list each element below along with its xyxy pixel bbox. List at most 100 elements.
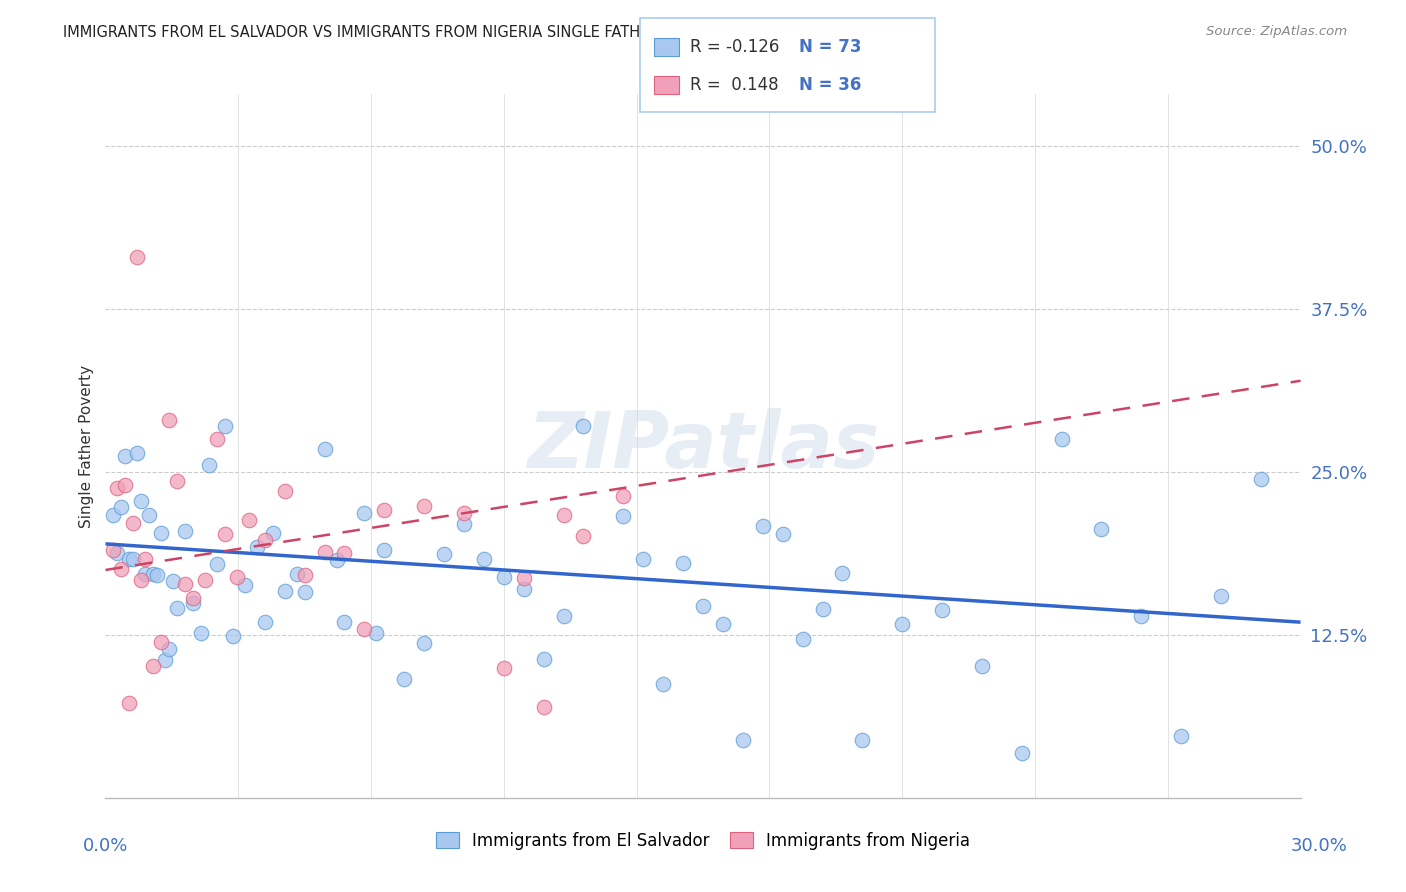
Point — [553, 508, 575, 523]
Point — [246, 541, 269, 555]
Point — [205, 558, 228, 572]
Point — [107, 546, 129, 560]
Point — [413, 499, 436, 513]
Point — [453, 506, 475, 520]
Point — [142, 567, 165, 582]
Point — [114, 449, 136, 463]
Point — [970, 659, 993, 673]
Point — [114, 478, 136, 492]
Point — [190, 626, 212, 640]
Point — [513, 582, 536, 596]
Text: Source: ZipAtlas.com: Source: ZipAtlas.com — [1206, 25, 1347, 38]
Text: ZIPatlas: ZIPatlas — [527, 408, 879, 484]
Text: R =  0.148: R = 0.148 — [690, 76, 779, 94]
Point — [194, 574, 217, 588]
Point — [238, 513, 260, 527]
Point — [692, 599, 714, 613]
Point — [205, 433, 228, 447]
Point — [453, 516, 475, 531]
Point — [314, 545, 336, 559]
Point — [392, 672, 416, 686]
Point — [214, 527, 236, 541]
Point — [118, 552, 141, 566]
Point — [157, 413, 180, 427]
Point — [672, 556, 695, 570]
Point — [513, 571, 536, 585]
Point — [174, 577, 197, 591]
Text: N = 36: N = 36 — [799, 76, 860, 94]
Point — [1011, 746, 1033, 760]
Point — [366, 626, 388, 640]
Point — [1130, 609, 1153, 624]
Point — [931, 602, 953, 616]
Point — [751, 519, 773, 533]
Point — [150, 526, 173, 541]
Point — [553, 609, 575, 624]
Point — [222, 629, 245, 643]
Y-axis label: Single Father Poverty: Single Father Poverty — [79, 365, 94, 527]
Text: N = 73: N = 73 — [799, 38, 860, 56]
Point — [831, 566, 853, 580]
Point — [273, 483, 295, 498]
Point — [110, 500, 132, 514]
Point — [811, 602, 834, 616]
Point — [1050, 433, 1073, 447]
Point — [103, 542, 125, 557]
Point — [792, 632, 814, 646]
Point — [333, 546, 356, 560]
Point — [225, 570, 249, 584]
Point — [129, 573, 153, 587]
Point — [472, 551, 495, 566]
Point — [103, 508, 125, 523]
Point — [492, 661, 515, 675]
Point — [711, 617, 734, 632]
Point — [153, 653, 177, 667]
Point — [891, 617, 914, 632]
Point — [127, 250, 149, 264]
Point — [612, 489, 634, 503]
Point — [572, 419, 595, 434]
Point — [1170, 729, 1192, 743]
Point — [107, 481, 129, 495]
Point — [181, 596, 204, 610]
Point — [262, 525, 284, 540]
Point — [1090, 523, 1112, 537]
Point — [134, 552, 156, 566]
Point — [198, 458, 221, 472]
Point — [433, 548, 456, 562]
Text: R = -0.126: R = -0.126 — [690, 38, 780, 56]
Point — [413, 636, 436, 650]
Point — [1250, 472, 1272, 486]
Point — [233, 578, 256, 592]
Point — [142, 659, 165, 673]
Legend: Immigrants from El Salvador, Immigrants from Nigeria: Immigrants from El Salvador, Immigrants … — [436, 832, 970, 850]
Point — [122, 552, 145, 566]
Text: IMMIGRANTS FROM EL SALVADOR VS IMMIGRANTS FROM NIGERIA SINGLE FATHER POVERTY COR: IMMIGRANTS FROM EL SALVADOR VS IMMIGRANT… — [63, 25, 893, 40]
Point — [1209, 589, 1232, 603]
Point — [353, 622, 375, 636]
Point — [157, 642, 180, 657]
Point — [162, 574, 184, 589]
Point — [253, 533, 276, 547]
Text: 0.0%: 0.0% — [83, 837, 128, 855]
Point — [127, 446, 149, 460]
Point — [122, 516, 145, 530]
Point — [294, 585, 316, 599]
Point — [146, 567, 169, 582]
Point — [273, 583, 295, 598]
Point — [314, 442, 336, 457]
Point — [134, 567, 156, 582]
Point — [612, 508, 634, 523]
Point — [253, 615, 276, 629]
Point — [118, 696, 141, 710]
Point — [285, 566, 308, 581]
Point — [150, 634, 173, 648]
Point — [353, 506, 375, 520]
Point — [373, 542, 395, 557]
Point — [851, 732, 873, 747]
Point — [214, 419, 236, 434]
Point — [129, 494, 153, 508]
Point — [181, 591, 204, 606]
Point — [325, 553, 347, 567]
Text: 30.0%: 30.0% — [1291, 837, 1347, 855]
